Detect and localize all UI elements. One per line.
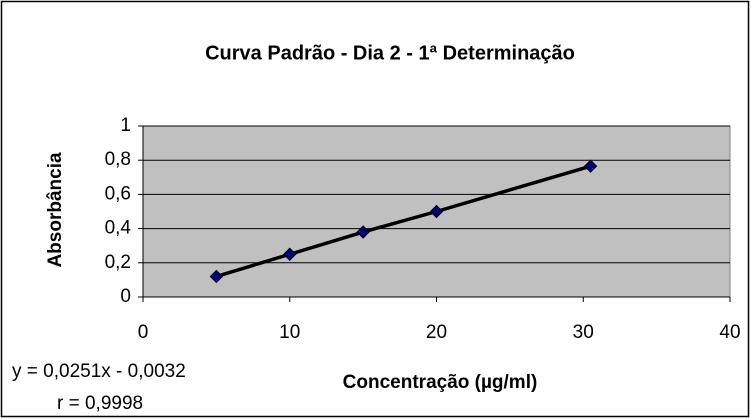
- x-tick-label: 40: [719, 322, 740, 343]
- data-point: [209, 269, 224, 284]
- x-tick-label: 30: [573, 322, 594, 343]
- y-tick-label: 0,4: [105, 218, 132, 239]
- data-point: [283, 247, 297, 261]
- y-tick-label: 0,8: [105, 149, 131, 170]
- data-point: [583, 159, 598, 173]
- y-tick-label: 1: [120, 115, 131, 136]
- chart-title: Curva Padrão - Dia 2 - 1ª Determinação: [205, 42, 575, 64]
- x-tick-label: 0: [138, 322, 149, 343]
- data-point: [356, 225, 370, 239]
- y-tick-label: 0,6: [105, 183, 131, 204]
- equation: y = 0,0251x - 0,0032: [12, 361, 186, 382]
- x-tick-label: 10: [279, 322, 300, 343]
- y-axis-label: Absorbância: [45, 152, 66, 268]
- x-axis-label: Concentração (µg/ml): [343, 372, 538, 393]
- x-tick-label: 20: [426, 322, 447, 343]
- y-tick-label: 0: [120, 286, 131, 307]
- r-value: r = 0,9998: [57, 393, 143, 414]
- y-tick-label: 0,2: [105, 252, 131, 273]
- data-point: [429, 204, 444, 219]
